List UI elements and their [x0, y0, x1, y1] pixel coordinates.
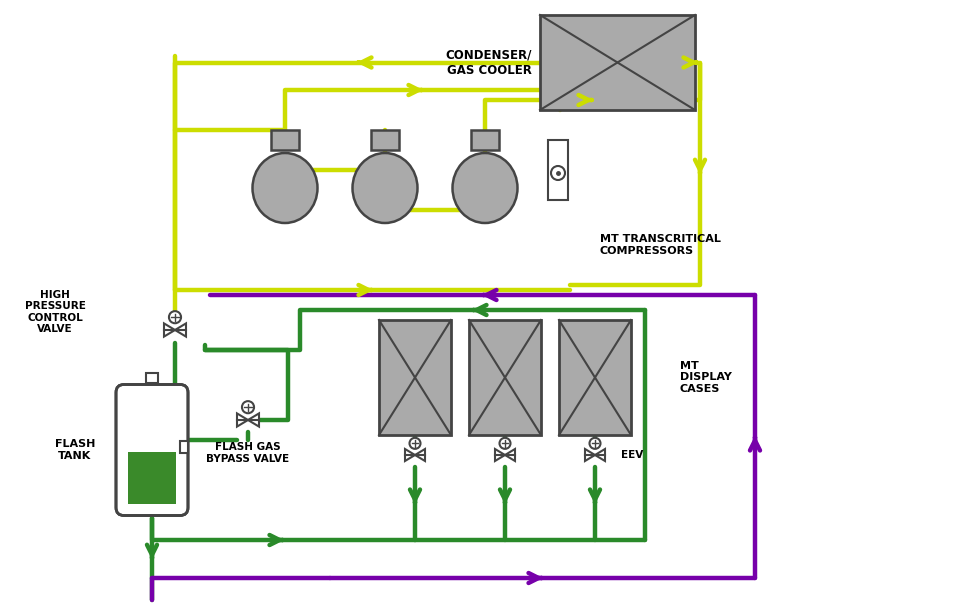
Bar [128, 452, 176, 503]
Bar [146, 373, 158, 382]
Text: CONDENSER/
GAS COOLER: CONDENSER/ GAS COOLER [445, 49, 532, 76]
Bar [271, 130, 299, 150]
Text: MT TRANSCRITICAL
COMPRESSORS: MT TRANSCRITICAL COMPRESSORS [600, 234, 721, 256]
Bar [180, 441, 188, 453]
Text: MT
DISPLAY
CASES: MT DISPLAY CASES [680, 361, 732, 394]
Bar [471, 130, 499, 150]
Ellipse shape [253, 153, 318, 223]
Bar [379, 320, 451, 435]
Bar [540, 15, 695, 110]
Circle shape [551, 166, 565, 180]
Bar [559, 320, 631, 435]
Circle shape [590, 438, 600, 449]
Circle shape [169, 311, 181, 323]
Text: FLASH
TANK: FLASH TANK [55, 439, 95, 461]
Ellipse shape [352, 153, 417, 223]
Text: EEV: EEV [621, 450, 644, 460]
Polygon shape [248, 414, 259, 426]
Bar [469, 320, 541, 435]
Polygon shape [415, 449, 425, 461]
Polygon shape [175, 323, 186, 337]
Polygon shape [495, 449, 505, 461]
Polygon shape [505, 449, 515, 461]
Polygon shape [164, 323, 175, 337]
Polygon shape [585, 449, 595, 461]
FancyBboxPatch shape [116, 384, 188, 515]
Bar [371, 130, 399, 150]
Polygon shape [405, 449, 415, 461]
Text: FLASH GAS
BYPASS VALVE: FLASH GAS BYPASS VALVE [206, 442, 289, 464]
Ellipse shape [452, 153, 518, 223]
Text: HIGH
PRESSURE
CONTROL
VALVE: HIGH PRESSURE CONTROL VALVE [24, 290, 85, 334]
Polygon shape [237, 414, 248, 426]
Circle shape [242, 401, 254, 413]
Bar [548, 140, 568, 200]
Polygon shape [595, 449, 605, 461]
Circle shape [409, 438, 420, 449]
Circle shape [499, 438, 510, 449]
